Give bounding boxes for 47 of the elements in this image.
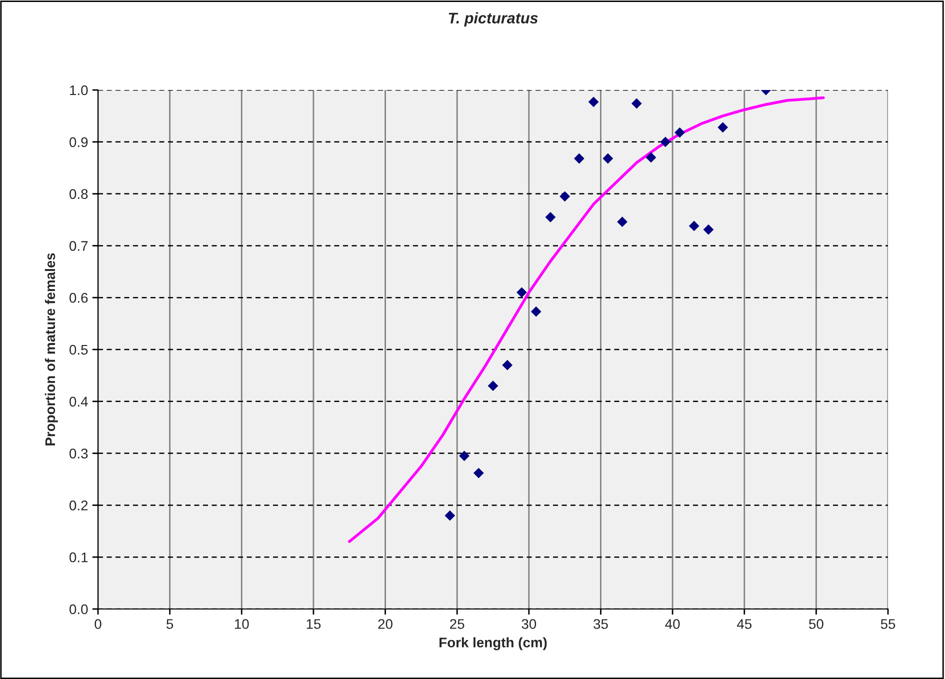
point (646, 152, 656, 163)
y-tick-label: 0.4 (70, 396, 88, 407)
y-tick-label: 0.2 (70, 500, 88, 510)
y-tick-label: 0.1 (70, 552, 88, 562)
x-tick-label: 50 (809, 619, 824, 629)
point (488, 380, 498, 392)
point (602, 153, 614, 164)
y-tick-label: 0.3 (70, 448, 88, 458)
y-tick-label: 0.9 (70, 137, 88, 148)
point (718, 122, 728, 133)
y-tick-label: 0.8 (70, 189, 88, 199)
point (617, 216, 628, 228)
point (516, 287, 527, 298)
y-tick-label: 0.0 (70, 604, 88, 614)
line-series (348, 96, 825, 543)
point (688, 220, 700, 232)
point (502, 360, 513, 370)
point (473, 468, 484, 478)
x-tick-label: 20 (378, 619, 392, 629)
x-tick-label: 40 (665, 619, 680, 629)
point (703, 224, 714, 235)
point (674, 127, 685, 138)
point (530, 306, 542, 317)
y-tick-label: 0.7 (70, 241, 88, 251)
y-tick-label: 0.5 (70, 344, 88, 355)
y-axis-title: Proportion of mature females (44, 253, 58, 446)
point (459, 450, 470, 462)
point (660, 136, 671, 148)
x-tick-label: 10 (234, 619, 249, 629)
x-tick-label: 15 (306, 619, 321, 629)
x-tick-label: 35 (594, 619, 608, 629)
point (545, 212, 556, 222)
x-tick-label: 45 (736, 619, 752, 629)
y-tick-label: 1.0 (70, 85, 88, 96)
x-tick-label: 5 (166, 619, 174, 629)
x-tick-label: 55 (880, 619, 896, 629)
point (588, 96, 599, 108)
chart-title: T. picturatus (448, 12, 538, 27)
x-tick-label: 30 (522, 619, 536, 629)
y-tick-label: 0.6 (70, 292, 88, 303)
x-tick-label: 0 (94, 619, 102, 629)
x-tick-label: 25 (450, 619, 464, 629)
point (574, 153, 584, 164)
point (444, 510, 456, 521)
point (560, 191, 570, 202)
x-axis-title: Fork length (cm) (440, 637, 547, 650)
point (631, 98, 642, 109)
